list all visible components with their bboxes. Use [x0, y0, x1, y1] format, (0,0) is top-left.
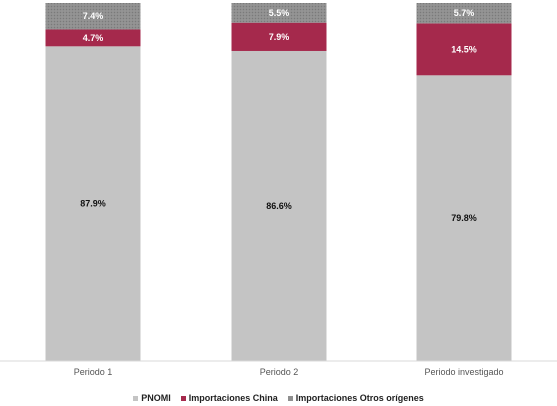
legend-swatch-importaciones-otros [287, 395, 293, 401]
data-label-pnomi-periodo-1: 87.9% [80, 199, 106, 209]
data-label-importaciones-otros-origenes-periodo-1: 7.4% [83, 11, 104, 21]
data-label-pnomi-periodo-investigado: 79.8% [451, 213, 477, 223]
bar-pnomi-periodo-2 [231, 50, 327, 362]
bar-importaciones-china-periodo-investigado [416, 23, 512, 76]
data-label-pnomi-periodo-2: 86.6% [266, 201, 292, 211]
category-label-periodo-1: Periodo 1 [74, 367, 113, 377]
data-label-importaciones-otros-origenes-periodo-2: 5.5% [269, 8, 290, 18]
data-label-importaciones-china-periodo-investigado: 14.5% [451, 44, 477, 54]
category-labels-group: Periodo 1 Periodo 2 Periodo investigado [74, 367, 504, 377]
category-label-periodo-investigado: Periodo investigado [424, 367, 503, 377]
legend-item-importaciones-otros: Importaciones Otros orígenes [287, 393, 424, 403]
data-label-importaciones-otros-origenes-periodo-investigado: 5.7% [454, 8, 475, 18]
bar-importaciones-otros-origenes-periodo-1 [45, 3, 141, 30]
data-label-importaciones-china-periodo-2: 7.9% [269, 32, 290, 42]
bar-pnomi-periodo-1 [45, 46, 141, 362]
bars-group: 87.9% 4.7% 7.4% 86.6% 7.9% 5.5% 79.8% 14.5% 5.7% [45, 3, 512, 362]
bar-importaciones-otros-origenes-periodo-investigado [416, 3, 512, 24]
legend-swatch-pnomi [133, 395, 139, 401]
bar-pnomi-periodo-investigado [416, 75, 512, 361]
bar-importaciones-china-periodo-2 [231, 22, 327, 51]
category-label-periodo-2: Periodo 2 [260, 367, 299, 377]
legend-item-pnomi: PNOMI [133, 393, 171, 403]
data-label-importaciones-china-periodo-1: 4.7% [83, 33, 104, 43]
bar-importaciones-otros-origenes-periodo-2 [231, 3, 327, 23]
legend-label-pnomi: PNOMI [141, 393, 171, 403]
bar-importaciones-china-periodo-1 [45, 29, 141, 47]
legend-item-importaciones-china: Importaciones China [180, 393, 278, 403]
legend-swatch-importaciones-china [180, 395, 186, 401]
legend-label-importaciones-otros: Importaciones Otros orígenes [295, 393, 424, 403]
legend-label-importaciones-china: Importaciones China [188, 393, 278, 403]
legend: PNOMI Importaciones China Importaciones … [0, 393, 557, 403]
